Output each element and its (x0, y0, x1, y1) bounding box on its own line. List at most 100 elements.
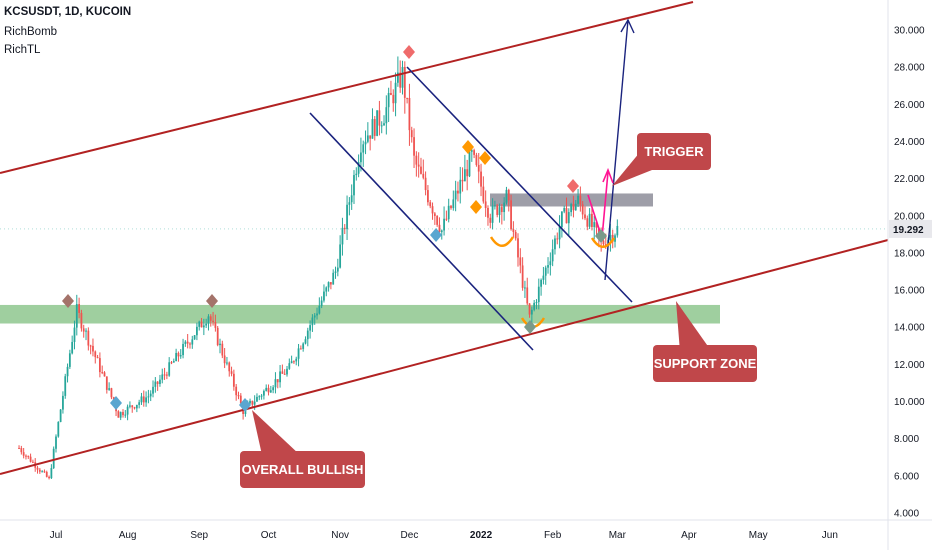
candle-body (38, 469, 41, 472)
candle-body (251, 400, 254, 405)
indicator-label-1: RichBomb (4, 26, 58, 38)
candle-body (360, 152, 362, 163)
candle-body (424, 177, 427, 191)
candle-body (89, 345, 92, 347)
candle-body (66, 366, 69, 377)
candle-body (226, 362, 228, 364)
candle-body (549, 261, 552, 266)
candle-body (126, 406, 129, 415)
candle-body (71, 341, 74, 354)
marker-diamond (595, 229, 607, 243)
candle-body (579, 195, 582, 205)
candle-body (306, 330, 309, 340)
candle-body (466, 169, 469, 177)
candle-body (332, 272, 335, 285)
candle-body (387, 92, 390, 108)
candle-body (547, 265, 549, 268)
candle-body (152, 386, 154, 394)
candle-body (526, 287, 529, 304)
candle-body (399, 72, 402, 88)
marker-diamond (567, 179, 579, 193)
y-tick-label: 22.000 (894, 174, 925, 185)
candle-body (145, 397, 147, 403)
candle-body (574, 203, 577, 211)
candle-body (198, 321, 201, 327)
x-tick-label: Dec (401, 530, 419, 541)
y-tick-label: 8.000 (894, 434, 919, 445)
overall-bullish-callout-pointer (252, 410, 300, 455)
candle-body (45, 471, 48, 477)
candle-body (295, 358, 298, 362)
candle-body (602, 240, 605, 245)
x-tick-label: 2022 (470, 530, 493, 541)
candle-body (228, 362, 231, 372)
candle-body (339, 244, 342, 268)
candle-body (484, 201, 487, 208)
candle-body (420, 166, 422, 174)
wedge-upper-line (406, 66, 633, 303)
candle-body (149, 393, 152, 397)
candle-body (355, 173, 358, 176)
price-axis-panel (888, 0, 932, 550)
candle-body (346, 204, 348, 230)
candle-body (309, 325, 311, 331)
candle-body (470, 150, 473, 152)
marker-diamond (403, 45, 415, 59)
candle-body (313, 315, 316, 318)
candle-body (401, 66, 404, 88)
candle-body (433, 213, 436, 216)
candle-body (147, 396, 150, 398)
candle-body (281, 371, 284, 374)
candle-body (537, 286, 540, 303)
candle-body (390, 92, 392, 95)
candle-body (219, 343, 221, 346)
candle-body (570, 204, 573, 213)
candle-body (454, 190, 457, 200)
candle-body (73, 327, 76, 342)
candle-body (447, 205, 450, 220)
y-tick-label: 12.000 (894, 360, 925, 371)
y-tick-label: 4.000 (894, 509, 919, 520)
candle-body (154, 381, 157, 387)
candle-body (212, 320, 214, 323)
candle-body (427, 190, 429, 203)
y-tick-label: 20.000 (894, 211, 925, 222)
candle-body (461, 179, 464, 182)
candle-body (380, 125, 383, 127)
candle-body (87, 330, 90, 346)
candle-body (475, 154, 478, 165)
x-tick-label: Aug (119, 530, 137, 541)
candle-body (517, 238, 519, 258)
candle-body (27, 455, 30, 457)
candle-body (20, 448, 23, 453)
candle-body (103, 372, 106, 377)
candle-body (366, 135, 369, 142)
candle-body (535, 302, 538, 304)
candle-body (450, 205, 452, 209)
support-zone-callout-pointer (676, 301, 712, 352)
candle-body (357, 162, 360, 174)
candle-body (263, 390, 265, 396)
candle-body (253, 401, 256, 405)
x-tick-label: Oct (261, 530, 277, 541)
candle-body (36, 467, 39, 470)
candle-body (223, 355, 226, 364)
candle-body (505, 189, 508, 203)
y-tick-label: 14.000 (894, 323, 925, 334)
candle-body (68, 353, 71, 367)
candle-body (297, 348, 300, 359)
bounce-arc (590, 237, 616, 249)
candle-body (417, 164, 420, 167)
candle-body (304, 339, 307, 344)
channel-upper-line (0, 1, 694, 174)
candle-body (230, 371, 233, 374)
candle-body (75, 304, 78, 328)
candle-body (530, 309, 533, 315)
candle-body (142, 396, 145, 403)
candle-body (385, 107, 388, 124)
candle-body (96, 357, 99, 359)
candle-body (567, 212, 570, 224)
projection-arrow-line (604, 19, 629, 281)
trigger-callout-label: TRIGGER (644, 144, 704, 159)
